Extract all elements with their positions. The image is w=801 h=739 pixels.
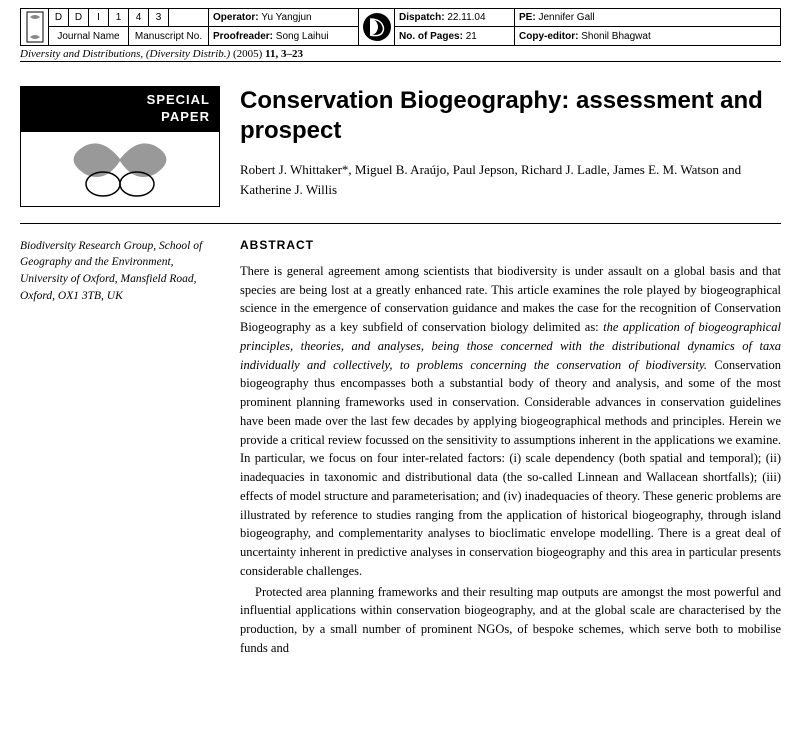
code-cell: 3 [149,9,169,27]
operator-cell: Operator: Yu Yangjun [209,9,359,27]
production-meta-table: D D I 1 4 3 Journal Name Manuscript No. … [20,8,781,46]
divider [20,61,781,62]
code-cell: 4 [129,9,149,27]
abstract-body: There is general agreement among scienti… [240,262,781,658]
abstract-section: Biodiversity Research Group, School of G… [20,238,781,658]
code-cell: D [69,9,89,27]
header-block: SPECIAL PAPER Conservation Biogeography:… [20,86,781,207]
butterfly-logo [20,132,220,207]
code-cell: I [89,9,109,27]
divider [20,223,781,224]
publisher-logo-icon [359,9,395,45]
code-cell: 1 [109,9,129,27]
abstract-heading: ABSTRACT [240,238,781,252]
journal-citation-line: Diversity and Distributions, (Diversity … [20,48,781,60]
abstract-paragraph-2: Protected area planning frameworks and t… [240,583,781,658]
pe-cell: PE: Jennifer Gall [515,9,780,27]
dispatch-cell: Dispatch: 22.11.04 [395,9,515,27]
abstract-paragraph-1: There is general agreement among scienti… [240,262,781,581]
pages-cell: No. of Pages: 21 [395,27,515,45]
author-list: Robert J. Whittaker*, Miguel B. Araújo, … [240,160,781,199]
copyeditor-cell: Copy-editor: Shonil Bhagwat [515,27,780,45]
journal-logo-left [21,9,49,45]
paper-title: Conservation Biogeography: assessment an… [240,86,781,146]
special-paper-badge: SPECIAL PAPER [20,86,220,132]
affiliation: Biodiversity Research Group, School of G… [20,238,240,658]
code-cell: D [49,9,69,27]
journal-name-label: Journal Name [49,27,129,45]
manuscript-no-label: Manuscript No. [129,27,209,45]
proofreader-cell: Proofreader: Song Laihui [209,27,359,45]
